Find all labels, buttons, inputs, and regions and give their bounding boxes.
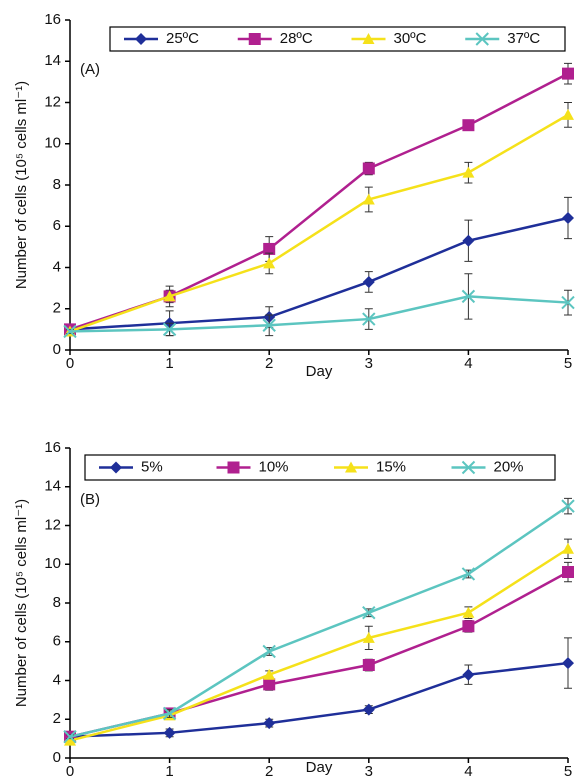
y-tick-label: 14 [44,52,61,69]
y-tick-label: 6 [53,217,61,234]
x-tick-label: 1 [165,763,173,776]
marker [263,717,275,729]
y-tick-label: 2 [53,300,61,317]
legend-label: 10% [259,458,289,475]
marker [363,659,375,671]
marker [462,119,474,131]
marker [228,462,240,474]
marker [562,68,574,80]
marker [562,657,574,669]
x-tick-label: 5 [564,355,572,372]
legend-label: 28ºC [280,30,313,47]
y-tick-label: 0 [53,341,61,358]
x-tick-label: 5 [564,763,572,776]
panel-label: (A) [80,61,100,78]
marker [562,566,574,578]
marker [462,620,474,632]
x-tick-label: 0 [66,763,74,776]
legend-label: 25ºC [166,30,199,47]
y-tick-label: 16 [44,439,61,456]
x-tick-label: 0 [66,355,74,372]
marker [462,607,474,618]
marker [462,167,474,178]
y-tick-label: 10 [44,135,61,152]
y-tick-label: 0 [53,749,61,766]
series-line [70,506,568,737]
legend-label: 5% [141,458,163,475]
marker [462,235,474,247]
y-tick-label: 8 [53,176,61,193]
y-tick-label: 2 [53,710,61,727]
panel-label: (B) [80,491,100,508]
marker [363,276,375,288]
marker [363,163,375,175]
legend-label: 30ºC [394,30,427,47]
x-axis-label: Day [306,363,333,380]
x-tick-label: 2 [265,355,273,372]
legend-label: 37ºC [507,30,540,47]
marker [164,727,176,739]
y-axis-label: Number of cells (10⁵ cells ml⁻¹) [13,499,30,707]
y-tick-label: 4 [53,671,61,688]
y-tick-label: 16 [44,11,61,28]
x-tick-label: 4 [464,763,472,776]
x-tick-label: 2 [265,763,273,776]
marker [562,212,574,224]
series-line [70,218,568,329]
marker [462,669,474,681]
series-line [70,296,568,331]
y-axis-label: Number of cells (10⁵ cells ml⁻¹) [13,81,30,289]
x-tick-label: 4 [464,355,472,372]
legend-label: 20% [494,458,524,475]
y-tick-label: 6 [53,633,61,650]
y-tick-label: 12 [44,93,61,110]
y-tick-label: 8 [53,594,61,611]
y-tick-label: 14 [44,478,61,495]
y-tick-label: 4 [53,258,61,275]
x-tick-label: 3 [365,763,373,776]
series-line [70,549,568,741]
marker [249,33,261,45]
marker [263,257,275,268]
x-tick-label: 1 [165,355,173,372]
marker [263,678,275,690]
marker [363,704,375,716]
series-line [70,74,568,330]
y-tick-label: 10 [44,555,61,572]
x-axis-label: Day [306,759,333,776]
legend-label: 15% [376,458,406,475]
figure: 0246810121416012345DayNumber of cells (1… [0,0,580,776]
marker [562,109,574,120]
x-tick-label: 3 [365,355,373,372]
y-tick-label: 12 [44,516,61,533]
marker [562,543,574,554]
